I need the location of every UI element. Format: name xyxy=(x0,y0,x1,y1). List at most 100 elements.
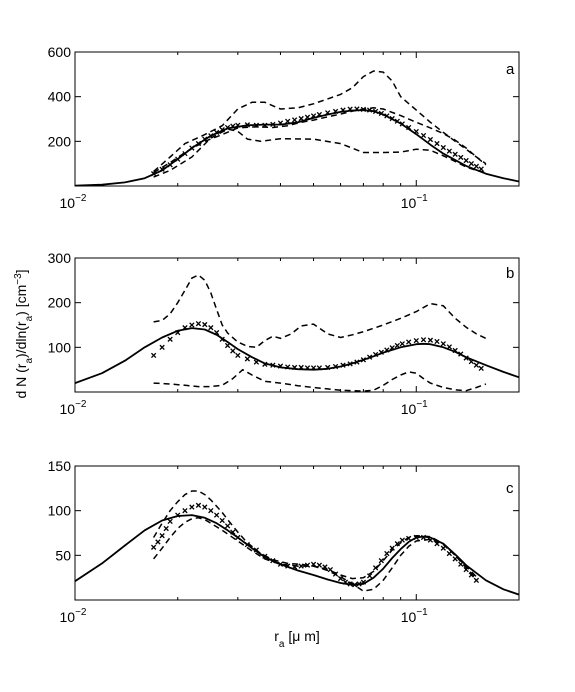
data-point-marker xyxy=(366,354,373,360)
x-tick-label: 10−2 xyxy=(60,607,87,625)
data-point-marker xyxy=(372,108,379,115)
data-point-marker xyxy=(277,561,284,567)
data-point-marker xyxy=(384,347,390,353)
data-point-marker xyxy=(213,129,220,136)
data-point-marker xyxy=(427,337,434,343)
data-point-marker xyxy=(384,550,390,557)
data-point-marker xyxy=(163,525,169,532)
data-point-marker xyxy=(182,325,188,331)
data-point-marker xyxy=(340,362,346,368)
data-point-marker xyxy=(473,163,480,170)
data-point-marker xyxy=(213,512,220,518)
data-point-marker xyxy=(202,504,208,510)
data-point-marker xyxy=(420,132,427,139)
data-point-marker xyxy=(270,121,276,128)
y-tick-label: 300 xyxy=(48,250,72,266)
data-point-marker xyxy=(458,351,464,357)
data-point-marker xyxy=(434,140,440,147)
data-point-marker xyxy=(446,344,452,350)
panel-c-dashed-line-2 xyxy=(152,490,477,580)
data-point-marker xyxy=(167,336,173,342)
data-point-marker xyxy=(219,517,225,524)
panel-a-dashed-line-2 xyxy=(153,70,487,173)
data-point-marker xyxy=(360,357,367,363)
panel-c-plot-area: 10−2 10−1 50 100 150 xyxy=(48,458,520,625)
data-point-marker xyxy=(213,329,220,336)
data-point-marker xyxy=(235,534,241,541)
data-point-marker xyxy=(159,533,165,539)
data-point-marker xyxy=(389,345,395,351)
x-tick-label: 10−1 xyxy=(401,399,428,417)
panel-a: 10−2 10−1 200 400 600 a xyxy=(48,44,520,211)
data-point-marker xyxy=(478,365,484,371)
data-point-marker xyxy=(182,508,188,514)
panel-b-frame xyxy=(74,257,520,393)
data-point-marker xyxy=(253,359,260,365)
data-point-marker xyxy=(230,348,236,354)
data-point-marker xyxy=(224,523,231,529)
data-point-marker xyxy=(244,356,251,362)
data-point-marker xyxy=(468,161,474,167)
data-point-marker xyxy=(195,502,202,508)
panel-c-marker-series xyxy=(150,502,480,588)
data-point-marker xyxy=(150,352,157,359)
panel-b-tag: b xyxy=(506,265,514,282)
data-point-marker xyxy=(434,338,440,345)
panel-c: 10−2 10−1 50 100 150 c xyxy=(48,458,520,625)
data-point-marker xyxy=(347,361,353,367)
data-point-marker xyxy=(446,148,452,154)
panel-b-marker-series xyxy=(150,321,484,371)
panel-b-plot-area: 10−2 10−1 100 200 300 xyxy=(48,250,520,417)
data-point-marker xyxy=(384,113,390,119)
data-point-marker xyxy=(354,359,360,365)
data-point-marker xyxy=(347,581,353,587)
y-tick-label: 150 xyxy=(48,458,72,474)
data-point-marker xyxy=(406,339,412,345)
data-point-marker xyxy=(399,121,405,127)
data-point-marker xyxy=(235,122,241,128)
data-point-marker xyxy=(458,561,464,567)
y-tick-label: 100 xyxy=(48,339,72,355)
panel-b-solid-line-0 xyxy=(75,327,519,384)
y-tick-label: 400 xyxy=(48,89,72,105)
data-point-marker xyxy=(356,581,362,587)
x-tick-label: 10−1 xyxy=(401,607,428,625)
panel-c-tag: c xyxy=(506,480,514,497)
y-axis-title: d N (ra)/dln(ra) [cm−3] xyxy=(13,269,35,398)
data-point-marker xyxy=(458,154,464,161)
panel-c-solid-line-0 xyxy=(75,514,519,596)
data-point-marker xyxy=(440,341,446,347)
data-point-marker xyxy=(208,325,214,331)
x-tick-label: 10−2 xyxy=(60,193,87,211)
data-point-marker xyxy=(304,365,311,371)
data-point-marker xyxy=(304,114,311,120)
x-tick-label: 10−1 xyxy=(401,193,428,211)
data-point-marker xyxy=(378,349,384,355)
panel-b: 10−2 10−1 100 200 300 b xyxy=(48,250,520,417)
data-point-marker xyxy=(463,355,469,361)
data-point-marker xyxy=(202,321,208,328)
data-point-marker xyxy=(175,329,181,336)
data-point-marker xyxy=(189,504,195,510)
y-tick-label: 600 xyxy=(48,44,72,60)
data-point-marker xyxy=(420,337,427,343)
data-point-marker xyxy=(468,358,474,365)
data-point-marker xyxy=(208,508,214,514)
data-point-marker xyxy=(399,537,405,543)
data-point-marker xyxy=(175,512,181,518)
data-point-marker xyxy=(298,364,304,371)
data-point-marker xyxy=(325,110,331,116)
y-tick-label: 200 xyxy=(48,133,72,149)
data-point-marker xyxy=(150,544,157,550)
panel-a-frame xyxy=(74,51,520,187)
data-point-marker xyxy=(219,336,225,342)
panel-b-dashed-line-3 xyxy=(153,368,487,392)
data-point-marker xyxy=(325,364,331,371)
data-point-marker xyxy=(413,337,419,344)
data-point-marker xyxy=(366,573,373,579)
y-tick-label: 200 xyxy=(48,295,72,311)
data-point-marker xyxy=(285,118,291,124)
data-point-marker xyxy=(352,582,358,588)
data-point-marker xyxy=(378,110,384,117)
data-point-marker xyxy=(372,351,379,358)
